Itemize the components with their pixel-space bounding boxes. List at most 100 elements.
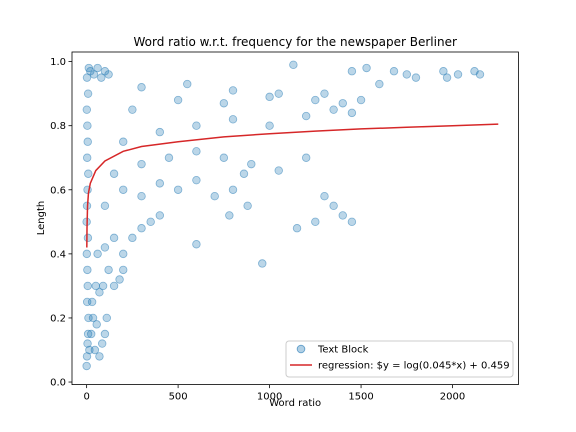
scatter-point xyxy=(225,211,234,220)
scatter-point xyxy=(338,211,347,220)
scatter-point xyxy=(311,95,320,105)
scatter-point xyxy=(119,249,128,259)
scatter-point xyxy=(109,233,119,243)
y-tick-label: 1.0 xyxy=(50,57,66,68)
scatter-point xyxy=(247,159,256,169)
x-tick-label: 500 xyxy=(169,392,188,403)
plot-frame xyxy=(71,51,519,386)
scatter-point xyxy=(362,63,371,73)
scatter-point xyxy=(243,201,252,210)
scatter-series-text-block xyxy=(82,60,485,371)
scatter-point xyxy=(84,169,93,178)
scatter-point xyxy=(97,73,106,82)
legend-marker-text-block xyxy=(296,344,306,354)
scatter-point xyxy=(137,83,146,92)
scatter-point xyxy=(173,95,183,105)
scatter-point xyxy=(119,265,128,275)
scatter-point xyxy=(82,352,92,361)
scatter-point xyxy=(87,329,96,339)
scatter-point xyxy=(137,224,146,233)
scatter-point xyxy=(192,121,201,130)
scatter-point xyxy=(82,73,92,82)
scatter-point xyxy=(347,108,357,118)
scatter-point xyxy=(192,175,201,185)
scatter-point xyxy=(475,70,485,79)
scatter-point xyxy=(347,67,357,76)
scatter-point xyxy=(109,281,119,291)
scatter-point xyxy=(439,67,448,76)
scatter-point xyxy=(83,339,92,348)
scatter-point xyxy=(228,185,238,194)
y-axis-label: Length xyxy=(36,201,47,236)
scatter-point xyxy=(104,265,113,275)
scatter-point xyxy=(155,127,165,137)
x-axis-ticks: 0 500 1000 1500 2000 xyxy=(83,384,465,403)
scatter-point xyxy=(274,89,283,98)
scatter-point xyxy=(115,275,124,284)
y-tick-label: 0.6 xyxy=(50,185,66,196)
scatter-point xyxy=(92,320,101,329)
y-tick-label: 0.4 xyxy=(50,249,66,260)
scatter-point xyxy=(210,191,219,201)
scatter-point xyxy=(102,313,111,323)
x-tick-label: 2000 xyxy=(440,392,465,403)
scatter-point xyxy=(128,105,137,114)
scatter-point xyxy=(128,233,137,243)
scatter-point xyxy=(97,339,107,348)
scatter-point xyxy=(258,259,267,268)
scatter-point xyxy=(192,240,201,249)
scatter-point xyxy=(183,79,192,89)
scatter-point xyxy=(173,185,183,194)
scatter-point xyxy=(292,224,302,233)
scatter-point xyxy=(83,233,93,243)
scatter-point xyxy=(100,329,110,339)
scatter-point xyxy=(82,361,91,371)
scatter-point xyxy=(219,99,229,108)
scatter-point xyxy=(95,352,104,361)
scatter-point xyxy=(239,169,249,178)
scatter-point xyxy=(453,70,463,79)
scatter-point xyxy=(146,217,155,227)
scatter-point xyxy=(274,166,283,175)
y-axis-ticks: 0.0 0.2 0.4 0.6 0.8 1.0 xyxy=(50,57,72,389)
scatter-point xyxy=(289,60,298,70)
scatter-point xyxy=(83,121,92,130)
legend-label-text-block: Text Block xyxy=(317,345,369,356)
scatter-point xyxy=(442,73,452,82)
scatter-point xyxy=(83,265,92,275)
scatter-point xyxy=(155,179,165,188)
scatter-point xyxy=(83,329,93,339)
x-tick-label: 1500 xyxy=(348,392,373,403)
scatter-point xyxy=(164,153,174,162)
legend-box xyxy=(285,340,514,378)
scatter-point xyxy=(192,147,201,156)
scatter-point xyxy=(347,217,357,227)
scatter-point xyxy=(93,63,102,73)
scatter-point xyxy=(320,191,329,201)
scatter-point xyxy=(375,79,384,89)
scatter-point xyxy=(100,201,110,210)
chart-title: Word ratio w.r.t. frequency for the news… xyxy=(134,35,457,49)
regression-line xyxy=(86,123,499,248)
scatter-point xyxy=(119,185,128,194)
scatter-point xyxy=(87,297,97,307)
legend: Text Block regression: $y = log(0.045*x)… xyxy=(285,340,514,378)
scatter-point xyxy=(83,281,92,291)
x-tick-label: 1000 xyxy=(257,392,282,403)
scatter-point xyxy=(82,105,92,114)
scatter-point xyxy=(311,217,320,227)
scatter-point xyxy=(228,115,238,124)
scatter-point xyxy=(84,313,93,323)
scatter-point xyxy=(301,111,311,121)
scatter-point xyxy=(155,211,165,220)
scatter-point xyxy=(265,121,274,130)
scatter-point xyxy=(82,249,92,259)
scatter-point xyxy=(83,89,93,98)
scatter-point xyxy=(320,89,329,98)
scatter-point xyxy=(329,105,338,114)
legend-label-regression: regression: $y = log(0.045*x) + 0.459 xyxy=(318,361,510,372)
scatter-point xyxy=(228,86,238,95)
scatter-point xyxy=(82,153,92,162)
scatter-point xyxy=(137,191,146,201)
